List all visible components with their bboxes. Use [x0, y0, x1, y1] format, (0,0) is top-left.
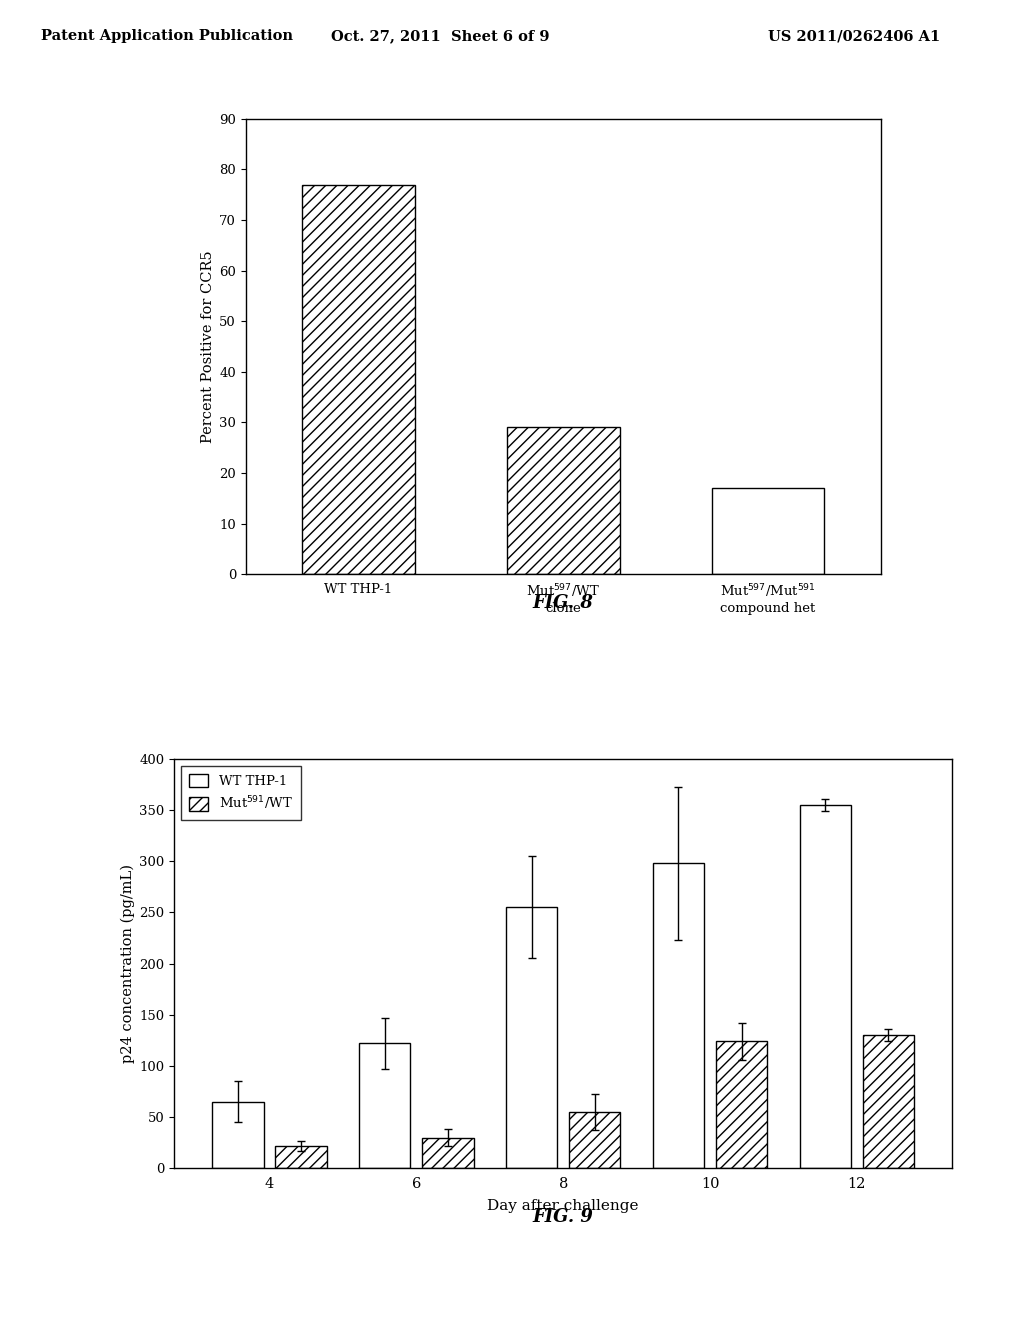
- Bar: [569, 1111, 621, 1168]
- Bar: [712, 488, 824, 574]
- Bar: [506, 907, 557, 1168]
- Bar: [863, 1035, 914, 1168]
- Bar: [275, 1146, 327, 1168]
- X-axis label: Day after challenge: Day after challenge: [487, 1199, 639, 1213]
- Text: FIG. 9: FIG. 9: [532, 1208, 594, 1226]
- Text: US 2011/0262406 A1: US 2011/0262406 A1: [768, 29, 940, 44]
- Y-axis label: p24 concentration (pg/mL): p24 concentration (pg/mL): [121, 865, 135, 1063]
- Text: Patent Application Publication: Patent Application Publication: [41, 29, 293, 44]
- Bar: [652, 863, 705, 1168]
- Bar: [716, 1041, 767, 1168]
- Text: Oct. 27, 2011  Sheet 6 of 9: Oct. 27, 2011 Sheet 6 of 9: [331, 29, 550, 44]
- Bar: [302, 185, 415, 574]
- Legend: WT THP-1, Mut$^{591}$/WT: WT THP-1, Mut$^{591}$/WT: [180, 766, 301, 820]
- Bar: [212, 1102, 263, 1168]
- Bar: [507, 428, 620, 574]
- Bar: [359, 1043, 411, 1168]
- Bar: [800, 805, 851, 1168]
- Bar: [422, 1138, 474, 1168]
- Text: FIG. 8: FIG. 8: [532, 594, 594, 611]
- Y-axis label: Percent Positive for CCR5: Percent Positive for CCR5: [201, 251, 215, 442]
